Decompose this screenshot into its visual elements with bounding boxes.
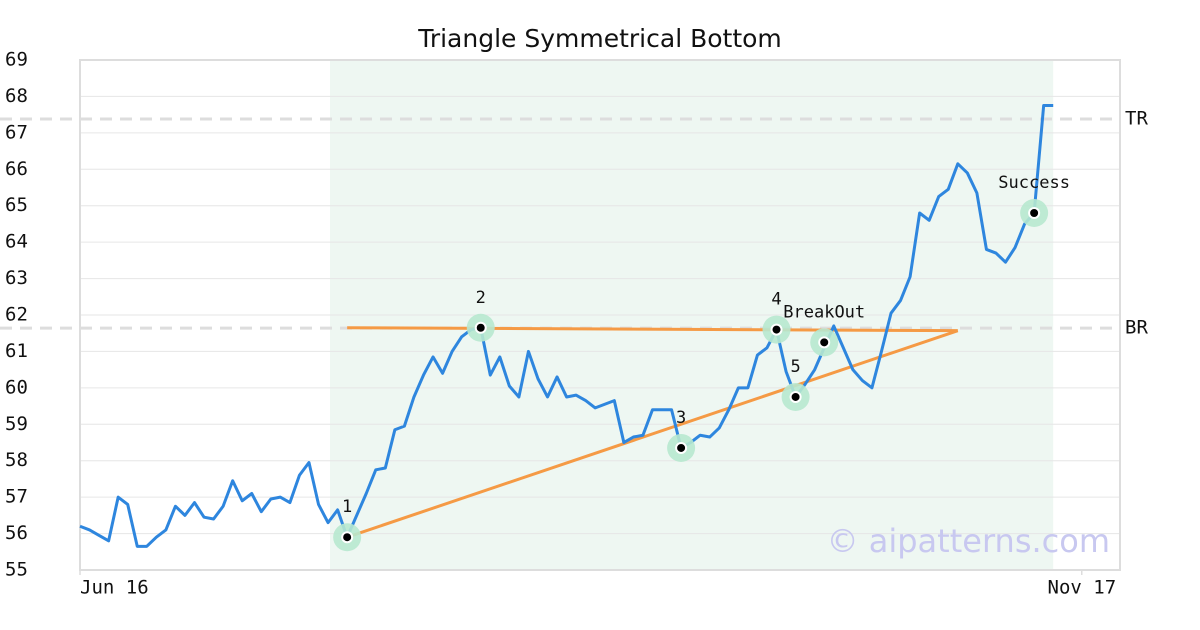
pattern-point-label: 2 — [476, 288, 486, 308]
y-tick-label: 59 — [5, 413, 28, 435]
chart-title: Triangle Symmetrical Bottom — [417, 24, 782, 53]
pattern-point-label: 3 — [676, 408, 686, 428]
pattern-point-label: 5 — [790, 357, 800, 377]
pattern-point — [770, 323, 783, 336]
y-tick-label: 69 — [5, 49, 28, 71]
pattern-point — [341, 531, 354, 544]
y-tick-label: 57 — [5, 486, 28, 508]
y-tick-label: 61 — [5, 340, 28, 362]
pattern-point-label: Success — [998, 173, 1070, 193]
y-tick-label: 68 — [5, 85, 28, 107]
y-tick-label: 60 — [5, 376, 28, 398]
y-tick-label: 67 — [5, 121, 28, 143]
pattern-point — [1028, 207, 1041, 219]
y-tick-label: 66 — [5, 158, 28, 180]
y-tick-label: 56 — [5, 522, 28, 544]
pattern-point-label: BreakOut — [783, 302, 865, 322]
y-tick-label: 55 — [5, 559, 28, 581]
trend-line — [346, 329, 959, 539]
pattern-point — [474, 321, 487, 334]
price-line — [79, 104, 1054, 548]
x-tick-label: Nov 17 — [1048, 577, 1117, 599]
pattern-point-label: 4 — [771, 290, 781, 310]
pattern-point — [789, 390, 802, 403]
watermark: © aipatterns.com — [827, 522, 1110, 560]
pattern-point-label: 1 — [342, 497, 352, 517]
reference-label: TR — [1125, 108, 1148, 130]
y-tick-label: 65 — [5, 194, 28, 216]
y-tick-label: 64 — [5, 231, 28, 253]
reference-label: BR — [1125, 317, 1148, 339]
y-tick-label: 62 — [5, 304, 28, 326]
pattern-point — [818, 336, 831, 349]
x-tick-label: Jun 16 — [80, 577, 149, 599]
trend-line — [347, 326, 958, 333]
pattern-point — [675, 441, 688, 454]
y-tick-label: 58 — [5, 449, 28, 471]
plot-frame — [79, 59, 1121, 571]
y-tick-label: 63 — [5, 267, 28, 289]
